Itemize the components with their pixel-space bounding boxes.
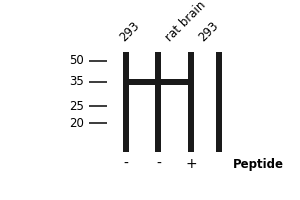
Text: 293: 293 bbox=[117, 19, 142, 44]
Text: -: - bbox=[123, 157, 128, 171]
Text: +: + bbox=[185, 157, 197, 171]
Bar bbox=[216, 52, 222, 152]
Bar bbox=[155, 52, 161, 152]
Bar bbox=[123, 52, 129, 152]
Text: 50: 50 bbox=[69, 54, 84, 67]
Text: 25: 25 bbox=[69, 100, 84, 113]
Text: Peptide: Peptide bbox=[233, 158, 284, 171]
Text: 293: 293 bbox=[196, 19, 221, 44]
Bar bbox=[155, 79, 194, 85]
Text: 20: 20 bbox=[69, 117, 84, 130]
Text: rat brain: rat brain bbox=[163, 0, 209, 44]
Bar bbox=[123, 79, 161, 85]
Bar bbox=[188, 52, 194, 152]
Text: -: - bbox=[156, 157, 161, 171]
Text: 35: 35 bbox=[69, 75, 84, 88]
